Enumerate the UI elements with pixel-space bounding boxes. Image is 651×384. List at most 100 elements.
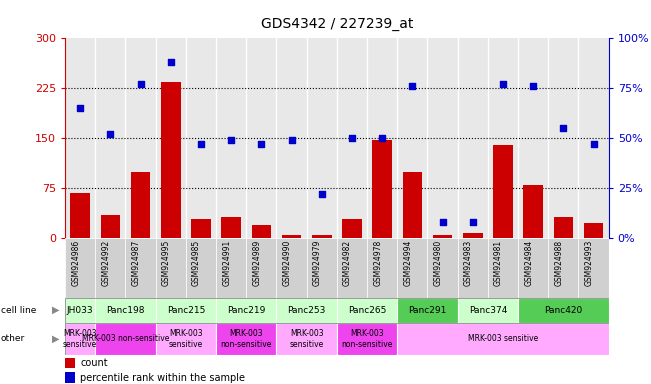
- Bar: [493, 145, 513, 238]
- Text: GSM924979: GSM924979: [312, 240, 322, 286]
- Text: ▶: ▶: [51, 305, 59, 315]
- Text: Panc253: Panc253: [288, 306, 326, 314]
- Text: count: count: [80, 358, 108, 368]
- Bar: [95, 298, 156, 323]
- Bar: [65, 323, 95, 355]
- Text: MRK-003 sensitive: MRK-003 sensitive: [468, 334, 538, 343]
- Text: GSM924995: GSM924995: [162, 240, 171, 286]
- Text: other: other: [1, 334, 25, 343]
- Bar: [221, 217, 241, 238]
- Bar: [548, 238, 579, 298]
- Point: [75, 105, 85, 111]
- Bar: [156, 238, 186, 298]
- Text: GSM924986: GSM924986: [71, 240, 80, 286]
- Bar: [307, 238, 337, 298]
- Bar: [65, 238, 95, 298]
- Text: Panc420: Panc420: [544, 306, 583, 314]
- Bar: [65, 358, 75, 368]
- Bar: [282, 235, 301, 238]
- Bar: [428, 238, 458, 298]
- Point: [558, 125, 568, 131]
- Point: [226, 137, 236, 143]
- Text: GSM924991: GSM924991: [222, 240, 231, 286]
- Text: GSM924990: GSM924990: [283, 240, 292, 286]
- Bar: [277, 298, 337, 323]
- Bar: [312, 235, 331, 238]
- Text: percentile rank within the sample: percentile rank within the sample: [80, 372, 245, 383]
- Bar: [523, 185, 543, 238]
- Bar: [131, 172, 150, 238]
- Text: ▶: ▶: [51, 334, 59, 344]
- Bar: [156, 323, 216, 355]
- Bar: [433, 235, 452, 238]
- Point: [135, 81, 146, 88]
- Point: [498, 81, 508, 88]
- Bar: [186, 238, 216, 298]
- Point: [467, 219, 478, 225]
- Point: [105, 131, 116, 137]
- Bar: [553, 217, 573, 238]
- Text: GSM924994: GSM924994: [404, 240, 412, 286]
- Text: GSM924987: GSM924987: [132, 240, 141, 286]
- Bar: [579, 238, 609, 298]
- Bar: [277, 323, 337, 355]
- Text: Panc265: Panc265: [348, 306, 386, 314]
- Bar: [65, 372, 75, 382]
- Bar: [161, 82, 180, 238]
- Bar: [342, 219, 362, 238]
- Bar: [246, 238, 277, 298]
- Text: GSM924992: GSM924992: [102, 240, 111, 286]
- Bar: [216, 298, 277, 323]
- Bar: [488, 238, 518, 298]
- Text: GSM924981: GSM924981: [494, 240, 503, 286]
- Bar: [367, 238, 397, 298]
- Text: Panc291: Panc291: [408, 306, 447, 314]
- Text: MRK-003
non-sensitive: MRK-003 non-sensitive: [341, 329, 393, 349]
- Text: Panc215: Panc215: [167, 306, 205, 314]
- Point: [256, 141, 267, 147]
- Point: [377, 135, 387, 141]
- Point: [437, 219, 448, 225]
- Bar: [65, 298, 95, 323]
- Text: Panc198: Panc198: [106, 306, 145, 314]
- Bar: [458, 238, 488, 298]
- Text: JH033: JH033: [67, 306, 94, 314]
- Text: GDS4342 / 227239_at: GDS4342 / 227239_at: [260, 17, 413, 31]
- Bar: [191, 219, 211, 238]
- Bar: [372, 139, 392, 238]
- Bar: [518, 238, 548, 298]
- Text: MRK-003
non-sensitive: MRK-003 non-sensitive: [221, 329, 272, 349]
- Point: [316, 191, 327, 197]
- Bar: [216, 323, 277, 355]
- Bar: [95, 323, 156, 355]
- Bar: [463, 233, 482, 238]
- Bar: [156, 298, 216, 323]
- Bar: [402, 172, 422, 238]
- Bar: [251, 225, 271, 238]
- Text: Panc219: Panc219: [227, 306, 266, 314]
- Bar: [397, 298, 458, 323]
- Text: MRK-003
sensitive: MRK-003 sensitive: [63, 329, 98, 349]
- Point: [165, 59, 176, 65]
- Text: GSM924989: GSM924989: [253, 240, 262, 286]
- Text: MRK-003
sensitive: MRK-003 sensitive: [290, 329, 324, 349]
- Bar: [337, 238, 367, 298]
- Text: cell line: cell line: [1, 306, 36, 314]
- Text: GSM924984: GSM924984: [524, 240, 533, 286]
- Point: [589, 141, 599, 147]
- Text: GSM924993: GSM924993: [585, 240, 594, 286]
- Point: [196, 141, 206, 147]
- Bar: [584, 223, 603, 238]
- Text: MRK-003 non-sensitive: MRK-003 non-sensitive: [82, 334, 169, 343]
- Bar: [70, 193, 90, 238]
- Bar: [277, 238, 307, 298]
- Point: [407, 83, 417, 89]
- Point: [528, 83, 538, 89]
- Text: GSM924983: GSM924983: [464, 240, 473, 286]
- Text: MRK-003
sensitive: MRK-003 sensitive: [169, 329, 203, 349]
- Bar: [397, 238, 428, 298]
- Bar: [95, 238, 126, 298]
- Text: Panc374: Panc374: [469, 306, 507, 314]
- Bar: [458, 298, 518, 323]
- Bar: [216, 238, 246, 298]
